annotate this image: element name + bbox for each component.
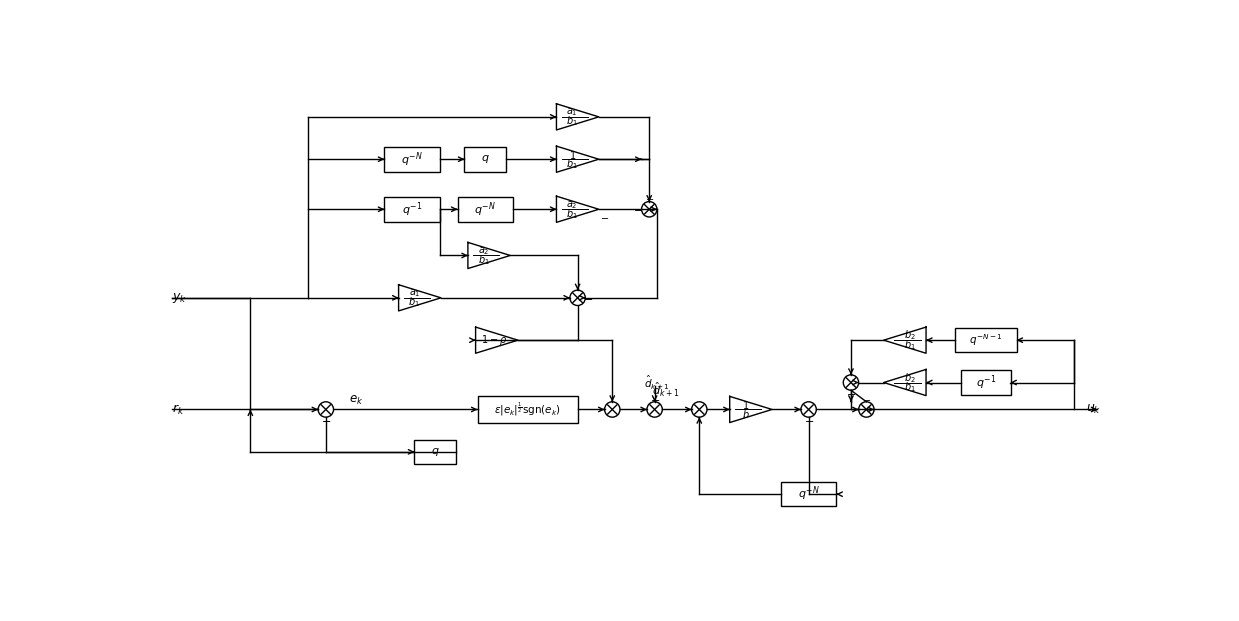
Text: $b_1$: $b_1$ [566,115,579,129]
Text: $q$: $q$ [431,446,440,458]
Text: $a_2$: $a_2$ [478,245,489,256]
Bar [960,370,1011,395]
Text: $u_k$: $u_k$ [1085,403,1101,416]
Bar [781,482,836,507]
Text: $-$: $-$ [633,204,643,214]
Bar [384,147,440,171]
Text: $\hat{d}_{k+1}$: $\hat{d}_{k+1}$ [644,373,670,392]
Bar [955,328,1016,353]
Text: $e_k$: $e_k$ [349,394,363,407]
Bar [384,197,440,222]
Bar [414,440,456,464]
Text: $b_1$: $b_1$ [904,380,916,394]
Text: $b_1$: $b_1$ [904,338,916,351]
Text: $b_2$: $b_2$ [904,329,916,342]
Text: $a_2$: $a_2$ [566,199,577,211]
Text: $r_k$: $r_k$ [172,402,185,417]
Text: $b_1$: $b_1$ [409,296,420,309]
Text: $-$: $-$ [649,394,659,404]
Text: $1$: $1$ [569,148,576,161]
Text: $q^{-N}$: $q^{-N}$ [475,200,496,219]
Text: $q^{-N}$: $q^{-N}$ [798,485,819,504]
Text: $b_1$: $b_1$ [566,157,579,171]
Text: $b$: $b$ [742,408,750,420]
Text: $\varepsilon|e_k|^{\frac{1}{2}}\mathrm{sgn}(e_k)$: $\varepsilon|e_k|^{\frac{1}{2}}\mathrm{s… [494,401,561,419]
Text: $q$: $q$ [481,153,489,165]
Text: $q^{-1}$: $q^{-1}$ [401,200,422,219]
Text: $-$: $-$ [862,394,871,404]
Text: $-$: $-$ [804,415,814,425]
Text: $y_k$: $y_k$ [172,291,187,305]
Text: $-$: $-$ [584,293,593,303]
Text: $-$: $-$ [321,415,331,425]
Text: $q^{-N}$: $q^{-N}$ [401,150,422,168]
Text: $-$: $-$ [646,194,654,204]
Text: $b_2$: $b_2$ [904,371,916,385]
Text: $q^{-N-1}$: $q^{-N-1}$ [969,332,1002,348]
Text: $1$: $1$ [742,399,750,411]
Bar [457,197,513,222]
Text: $b_1$: $b_1$ [566,207,579,221]
Text: $q^{-1}$: $q^{-1}$ [975,373,996,392]
Text: $-$: $-$ [601,212,610,222]
Bar [465,147,507,171]
Bar [477,396,577,424]
Text: $\hat{d}_{k+1}$: $\hat{d}_{k+1}$ [653,381,680,399]
Text: $-$: $-$ [846,388,856,398]
Text: $1-\rho$: $1-\rho$ [481,333,508,347]
Text: $-$: $-$ [321,415,331,425]
Text: $b_1$: $b_1$ [478,253,489,267]
Text: $a_1$: $a_1$ [409,288,420,299]
Text: $a_1$: $a_1$ [566,106,579,118]
